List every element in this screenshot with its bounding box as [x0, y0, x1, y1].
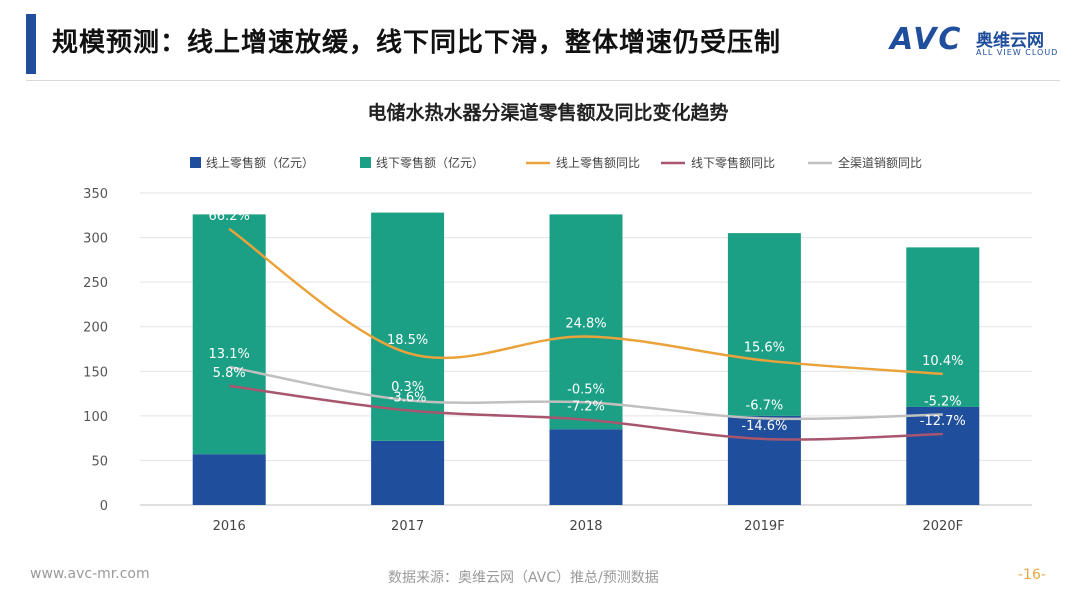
total-yoy-line — [228, 365, 943, 421]
title-accent-bar — [26, 14, 36, 74]
lines-layer — [228, 227, 943, 441]
bar-online — [371, 440, 445, 505]
logo-name-cn: 奥维云网 — [976, 31, 1044, 51]
x-tick-label: 2019F — [744, 519, 785, 534]
data-label: -0.5% — [567, 382, 605, 397]
data-label: 10.4% — [922, 354, 963, 369]
bar-offline — [727, 233, 801, 416]
bars-layer — [192, 212, 980, 505]
y-axis: 0 50 100 150 200 250 300 350 — [83, 187, 108, 514]
bar-online — [192, 454, 266, 505]
data-label: 18.5% — [387, 333, 428, 348]
bar-offline — [549, 214, 623, 430]
legend-swatch — [360, 157, 371, 168]
y-tick-label: 50 — [91, 454, 108, 469]
data-label: 5.8% — [213, 366, 246, 381]
y-tick-label: 300 — [83, 232, 108, 247]
offline-yoy-line — [229, 384, 943, 441]
y-tick-label: 0 — [100, 499, 108, 514]
bar-online — [549, 429, 623, 505]
legend-label: 线上零售额（亿元） — [206, 155, 314, 170]
x-axis: 2016 2017 2018 2019F 2020F — [213, 519, 963, 534]
y-tick-label: 200 — [83, 321, 108, 336]
y-tick-label: 100 — [83, 410, 108, 425]
bar-online — [727, 415, 801, 505]
data-label: 13.1% — [209, 347, 250, 362]
avc-logo: AVC 奥维云网 ALL VIEW CLOUD — [890, 20, 1060, 70]
legend-label: 全渠道销额同比 — [838, 155, 922, 170]
legend-label: 线下零售额同比 — [691, 155, 775, 170]
footer-website: www.avc-mr.com — [30, 566, 150, 582]
x-tick-label: 2018 — [569, 519, 602, 534]
y-tick-label: 250 — [83, 276, 108, 291]
data-label: 24.8% — [565, 317, 606, 332]
logo-mark: AVC — [890, 22, 963, 57]
footer-source: 数据来源：奥维云网（AVC）推总/预测数据 — [388, 570, 659, 586]
bar-offline — [906, 247, 980, 407]
y-tick-label: 150 — [83, 365, 108, 380]
data-label: -12.7% — [920, 414, 966, 429]
page-number: -16- — [1018, 567, 1046, 583]
data-label: -5.2% — [924, 395, 962, 410]
data-labels-layer: 66.2% 18.5% 24.8% 15.6% 10.4% 5.8% -3.6% -7.2% -… — [209, 209, 966, 434]
legend: 线上零售额（亿元） 线下零售额（亿元） 线上零售额同比 线下零售额同比 全渠道销额同比 — [190, 155, 922, 170]
x-tick-label: 2020F — [923, 519, 964, 534]
header-divider — [26, 80, 1060, 81]
page-title: 规模预测：线上增速放缓，线下同比下滑，整体增速仍受压制 — [52, 28, 782, 58]
data-label: 66.2% — [209, 209, 250, 224]
bar-online — [906, 406, 980, 505]
y-tick-label: 350 — [83, 187, 108, 202]
legend-label: 线上零售额同比 — [556, 155, 640, 170]
logo-name-en: ALL VIEW CLOUD — [976, 48, 1059, 57]
data-label: 0.3% — [391, 380, 424, 395]
data-label: -7.2% — [567, 400, 605, 415]
x-tick-label: 2016 — [213, 519, 246, 534]
data-label: -3.6% — [389, 390, 427, 405]
chart-title: 电储水热水器分渠道零售额及同比变化趋势 — [367, 101, 728, 124]
online-yoy-line — [228, 227, 943, 376]
data-label: -6.7% — [746, 398, 784, 413]
legend-swatch — [190, 157, 201, 168]
x-tick-label: 2017 — [391, 519, 424, 534]
data-label: 15.6% — [744, 340, 785, 355]
bar-offline — [192, 214, 266, 455]
data-label: -14.6% — [741, 419, 787, 434]
legend-label: 线下零售额（亿元） — [376, 155, 484, 170]
